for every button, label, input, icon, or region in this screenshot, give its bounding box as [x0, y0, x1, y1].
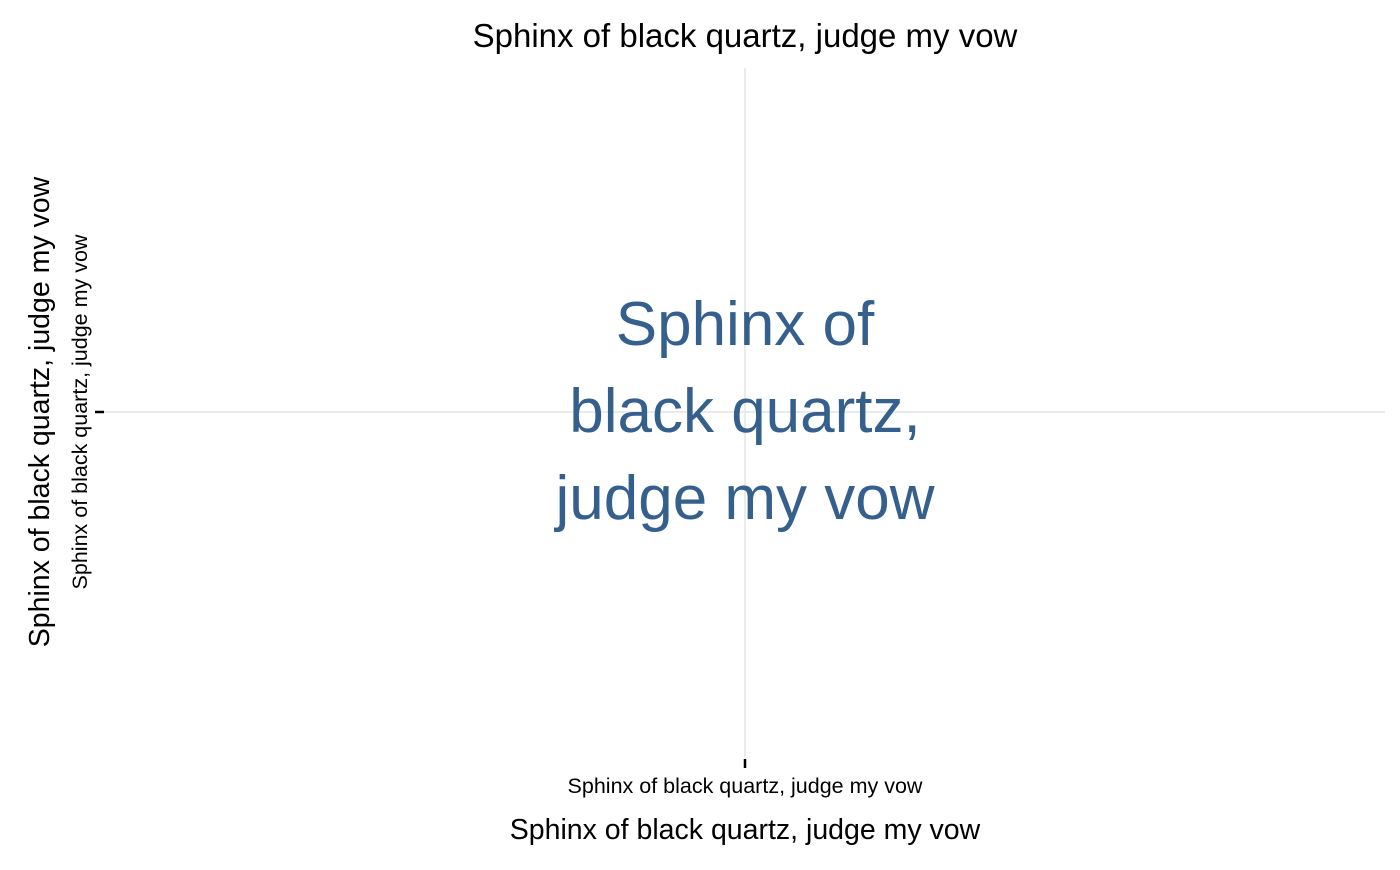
- data-label-line: Sphinx of: [616, 290, 875, 359]
- x-axis-label: Sphinx of black quartz, judge my vow: [510, 814, 981, 846]
- data-point-label: Sphinx of black quartz, judge my vow: [553, 290, 934, 533]
- x-tick-label: Sphinx of black quartz, judge my vow: [568, 774, 923, 798]
- data-label-line: judge my vow: [553, 464, 934, 533]
- y-tick-label: Sphinx of black quartz, judge my vow: [68, 234, 92, 589]
- data-label-line: black quartz,: [569, 377, 921, 446]
- y-axis-label: Sphinx of black quartz, judge my vow: [24, 176, 56, 647]
- chart-title: Sphinx of black quartz, judge my vow: [473, 17, 1018, 54]
